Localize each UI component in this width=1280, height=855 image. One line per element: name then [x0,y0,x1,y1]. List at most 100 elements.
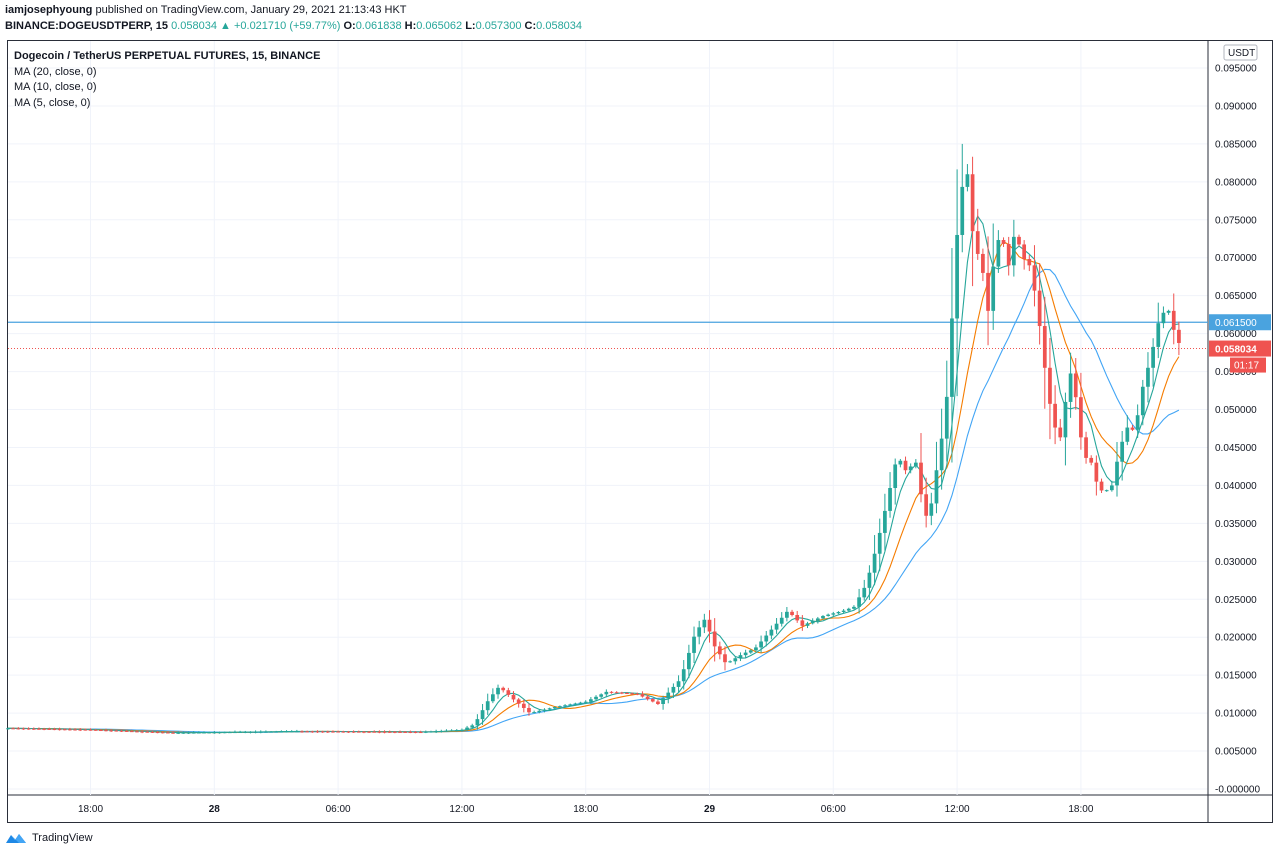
price-tick-label: 0.060000 [1215,329,1257,340]
candle-body [233,732,237,734]
candle-body [1001,240,1006,244]
price-tick-label: 0.040000 [1215,481,1257,492]
candle-body [1171,310,1176,330]
candle-body [1058,427,1063,438]
candle-body [145,731,150,733]
candle-body [815,618,820,621]
candle-body [171,732,175,734]
candle-body [1073,373,1078,398]
candle-body [589,699,593,702]
footer-brand[interactable]: TradingView [5,831,93,845]
candle-body [970,174,975,232]
candle-body [872,553,877,573]
candle-body [289,731,294,733]
candle-body [315,731,320,733]
candle-body [1022,244,1027,260]
candle-body [645,696,650,700]
legend-ma10[interactable]: MA (10, close, 0) [14,81,97,93]
time-axis[interactable]: 18:00 28 06:00 12:00 18:00 29 06:00 12:00 18:00 [78,804,1094,815]
legend-ma5[interactable]: MA (5, close, 0) [14,97,91,109]
candle-body [939,438,944,471]
candle-body [465,727,469,730]
candle-body [769,629,774,636]
time-tick-label: 18:00 [1068,804,1093,815]
candle-body [186,732,191,734]
candle-body [521,703,526,708]
candle-body [124,730,129,732]
countdown-label: 01:17 [1234,361,1259,372]
open-value: 0.061838 [355,20,402,32]
candle-body [516,699,521,704]
candle-body [382,731,387,733]
candle-body [1027,259,1032,266]
candle-body [640,694,645,697]
candle-body [960,186,965,235]
candle-body [800,620,805,626]
price-tick-label: 0.075000 [1215,215,1257,226]
price-change: +0.021710 (+59.77%) [233,20,341,32]
candle-body [47,728,52,730]
candle-body [1079,397,1083,438]
price-tick-label: 0.010000 [1215,709,1257,720]
candle-body [857,597,861,607]
candle-body [160,732,165,734]
last-price-label: 0.058034 [1215,345,1257,356]
candle-body [227,732,232,734]
candle-body [346,731,351,733]
price-tick-label: -0.000000 [1215,785,1260,796]
candle-body [212,732,217,734]
currency-box [1223,44,1258,61]
candle-body [748,650,753,653]
candle-body [501,687,506,691]
candle-body [485,701,490,711]
time-tick-label: 18:00 [573,804,598,815]
candle-body [181,732,186,734]
price-tick-label: 0.065000 [1215,291,1257,302]
candle-body [449,730,454,732]
legend-ma20[interactable]: MA (20, close, 0) [14,66,97,78]
candle-body [924,494,929,516]
candle-body [37,728,41,730]
candle-body [883,510,887,533]
candle-body [1140,386,1145,416]
time-tick-label: 18:00 [78,804,103,815]
candle-body [552,707,557,709]
price-tick-label: 0.050000 [1215,405,1257,416]
candle-body [996,240,1001,267]
author-name[interactable]: iamjosephyoung [5,4,93,16]
candle-body [738,655,743,659]
brand-label: TradingView [32,832,93,844]
candle-body [831,613,836,615]
candle-body [1042,326,1047,368]
candle-body [578,702,583,704]
chart-title[interactable]: Dogecoin / TetherUS PERPETUAL FUTURES, 1… [14,50,321,62]
candle-body [810,620,815,624]
candle-body [73,729,77,731]
candle-body [1120,441,1125,462]
candle-body [929,503,934,516]
candle-body [93,729,98,731]
countdown-box [1230,357,1266,373]
candle-body [341,731,346,733]
candle-body [222,732,227,734]
candle-body [619,692,624,694]
candle-body [140,731,144,733]
currency-label: USDT [1228,48,1255,59]
candle-body [908,466,913,471]
candle-body [975,231,980,254]
candle-body [1177,329,1181,343]
candle-body [258,731,263,733]
moving-averages [8,215,1180,734]
time-tick-label: 06:00 [326,804,351,815]
price-axis[interactable]: 0.095000 0.090000 0.085000 0.080000 0.075000… [1209,44,1271,796]
candle-body [542,709,547,711]
candle-body [1006,243,1011,266]
candle-body [676,681,681,687]
price-tick-label: 0.055000 [1215,367,1257,378]
candle-body [305,731,310,733]
candle-body [1032,265,1037,291]
candle-body [764,635,769,642]
candle-body [362,731,366,733]
candle-body [1089,457,1094,463]
